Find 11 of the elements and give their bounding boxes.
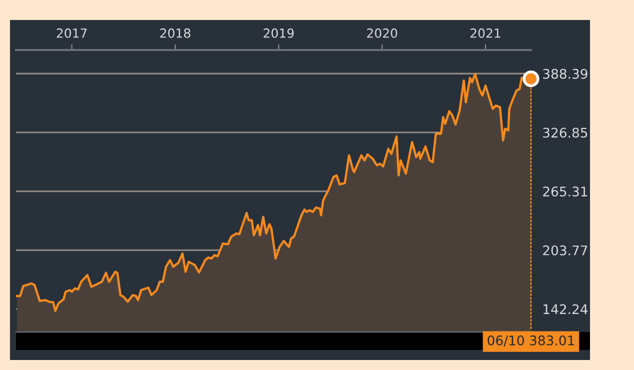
x-tick-label: 2018 <box>160 28 190 38</box>
x-tick-label: 2019 <box>264 28 294 38</box>
annotation: 06/10 383.01 <box>488 335 574 346</box>
y-tick-label: 203.77 <box>543 245 588 256</box>
x-tick-label: 2020 <box>367 28 398 38</box>
y-tick-label: 388.39 <box>543 68 588 79</box>
y-tick-label: 326.85 <box>543 128 588 138</box>
x-tick-label: 2021 <box>470 28 500 38</box>
y-tick-label: 265.31 <box>543 186 588 197</box>
x-tick-label: 2017 <box>56 28 87 38</box>
y-tick-label: 142.24 <box>544 304 588 314</box>
